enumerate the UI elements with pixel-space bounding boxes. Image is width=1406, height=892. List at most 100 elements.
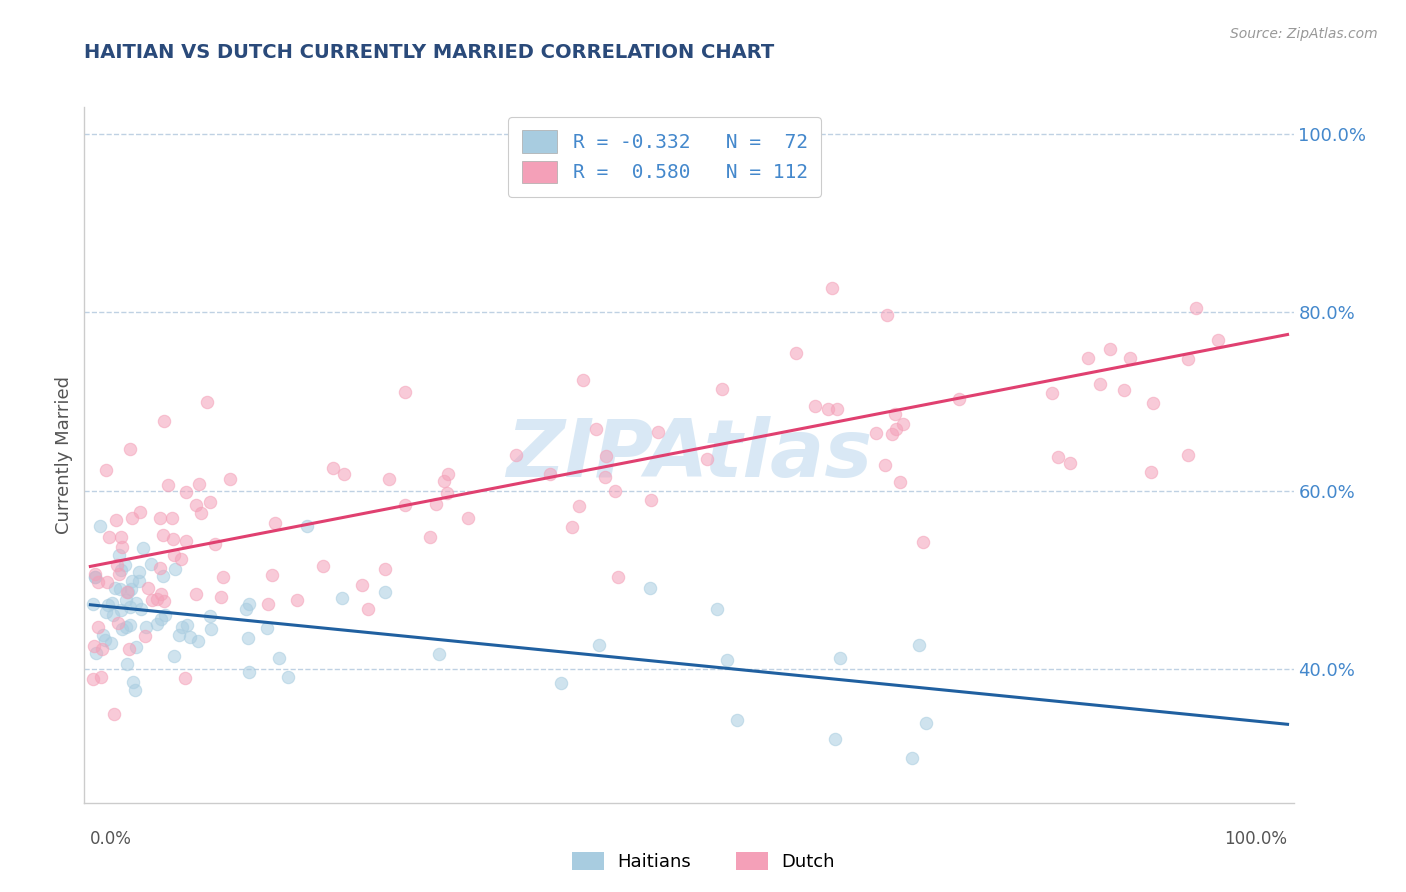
Point (157, 478, 180, 492)
Point (200, 623, 222, 637)
Point (267, 650, 290, 665)
Point (190, 506, 212, 520)
Point (588, 639, 610, 653)
Point (152, 569, 174, 583)
Point (647, 425, 669, 439)
Point (1099, 343, 1122, 357)
Point (1047, 450, 1070, 464)
Point (285, 592, 308, 607)
Point (419, 530, 441, 544)
Point (149, 560, 172, 574)
Point (436, 467, 458, 481)
Point (87, 620, 110, 634)
Point (120, 442, 142, 456)
Point (198, 495, 221, 509)
Point (152, 414, 174, 428)
Point (118, 618, 141, 632)
Point (82, 672, 104, 686)
Point (1059, 456, 1081, 470)
Point (111, 622, 134, 636)
Point (125, 596, 148, 610)
Point (1077, 351, 1099, 366)
Point (824, 731, 846, 746)
Point (153, 594, 176, 608)
Point (83, 570, 105, 584)
Point (264, 516, 287, 531)
Point (312, 559, 335, 574)
Point (297, 519, 319, 533)
Point (110, 530, 132, 544)
Point (108, 566, 131, 581)
Point (149, 612, 172, 626)
Point (96, 575, 118, 590)
Point (876, 308, 898, 322)
Point (821, 281, 844, 295)
Point (333, 467, 356, 481)
Point (162, 510, 184, 524)
Point (1114, 383, 1136, 397)
Point (110, 563, 132, 577)
Point (100, 636, 122, 650)
Point (84, 566, 107, 581)
Point (828, 650, 851, 665)
Point (114, 558, 136, 573)
Point (595, 449, 617, 463)
Point (163, 649, 186, 664)
Point (900, 751, 922, 765)
Point (83, 640, 105, 654)
Point (238, 598, 260, 612)
Point (1184, 301, 1206, 315)
Point (198, 609, 221, 624)
Point (115, 585, 138, 599)
Point (163, 562, 186, 576)
Point (97, 598, 120, 612)
Point (135, 620, 157, 634)
Point (884, 407, 907, 421)
Point (716, 653, 738, 667)
Point (948, 392, 970, 406)
Point (277, 670, 299, 684)
Point (94, 463, 117, 477)
Point (104, 581, 127, 595)
Point (884, 422, 907, 436)
Point (394, 384, 416, 399)
Point (1040, 385, 1063, 400)
Point (1206, 333, 1229, 347)
Point (427, 647, 450, 661)
Point (118, 600, 141, 615)
Point (184, 498, 207, 512)
Point (882, 427, 904, 442)
Point (378, 472, 401, 486)
Text: 0.0%: 0.0% (90, 830, 132, 847)
Point (163, 548, 186, 562)
Point (218, 473, 240, 487)
Point (149, 511, 172, 525)
Point (131, 541, 153, 555)
Point (117, 585, 139, 599)
Point (1142, 396, 1164, 410)
Point (187, 476, 209, 491)
Point (110, 603, 132, 617)
Point (122, 674, 145, 689)
Point (257, 597, 280, 611)
Point (593, 469, 616, 483)
Point (889, 475, 911, 490)
Point (357, 602, 380, 616)
Point (118, 642, 141, 657)
Point (145, 591, 167, 606)
Point (129, 505, 152, 519)
Point (1090, 377, 1112, 392)
Point (330, 591, 353, 605)
Point (638, 582, 661, 596)
Point (550, 675, 572, 690)
Text: ZIPAtlas: ZIPAtlas (506, 416, 872, 494)
Point (915, 715, 938, 730)
Point (505, 448, 527, 462)
Point (174, 534, 197, 549)
Point (908, 638, 931, 652)
Point (374, 562, 396, 576)
Legend: R = -0.332   N =  72, R =  0.580   N = 112: R = -0.332 N = 72, R = 0.580 N = 112 (509, 117, 821, 196)
Point (174, 484, 197, 499)
Point (82, 597, 104, 611)
Point (585, 421, 607, 435)
